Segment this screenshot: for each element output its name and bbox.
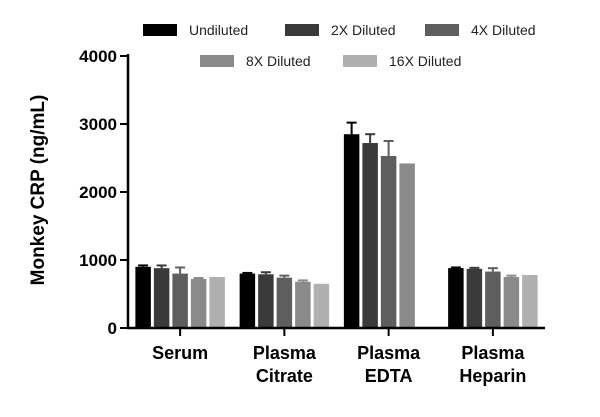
x-axis-categories: Serum Plasma Citrate Plasma EDTA Plasma Hepari…	[152, 328, 526, 386]
y-axis-title: Monkey CRP (ng/mL)	[28, 95, 49, 286]
y-tick-label: 0	[108, 319, 117, 338]
bar	[209, 277, 225, 328]
x-category-label: Plasma	[253, 343, 317, 363]
bar	[522, 274, 538, 328]
bar	[258, 274, 274, 328]
bar	[295, 281, 311, 328]
x-category-label: Plasma	[357, 343, 421, 363]
bar	[503, 277, 520, 328]
bar	[276, 277, 293, 328]
x-category-label-line2: EDTA	[365, 366, 413, 386]
bars	[135, 134, 538, 328]
bar	[190, 279, 207, 328]
x-category-label-line2: Citrate	[256, 366, 313, 386]
legend-label: 4X Diluted	[471, 22, 536, 38]
legend-label: 2X Diluted	[331, 22, 396, 38]
x-category-label: Serum	[152, 343, 208, 363]
bar	[485, 271, 501, 328]
legend-swatch	[425, 24, 459, 36]
axes	[126, 54, 545, 330]
y-tick-label: 2000	[79, 183, 117, 202]
bar	[399, 163, 415, 328]
legend-label: Undiluted	[189, 22, 248, 38]
bar	[153, 268, 170, 328]
bar	[313, 283, 330, 328]
x-category-label-line2: Heparin	[459, 366, 526, 386]
bar	[239, 273, 256, 328]
bar	[343, 134, 360, 328]
legend-swatch	[285, 24, 319, 36]
legend-swatch	[200, 55, 234, 67]
bar	[448, 268, 464, 328]
bar	[466, 268, 483, 328]
bar	[135, 266, 151, 328]
legend-swatch	[143, 24, 177, 36]
legend: Undiluted 2X Diluted 4X Diluted 8X Diluted 1…	[143, 22, 536, 69]
bar	[362, 143, 378, 328]
bar	[172, 273, 188, 328]
y-tick-label: 3000	[79, 115, 117, 134]
y-tick-label: 4000	[79, 47, 117, 66]
legend-label: 16X Diluted	[389, 53, 461, 69]
y-axis-ticks: 0 1000 2000 3000 4000	[79, 47, 128, 338]
legend-swatch	[343, 55, 377, 67]
error-bars	[138, 121, 517, 282]
legend-label: 8X Diluted	[246, 53, 311, 69]
y-tick-label: 1000	[79, 251, 117, 270]
bar	[380, 155, 397, 328]
x-category-label: Plasma	[461, 343, 525, 363]
